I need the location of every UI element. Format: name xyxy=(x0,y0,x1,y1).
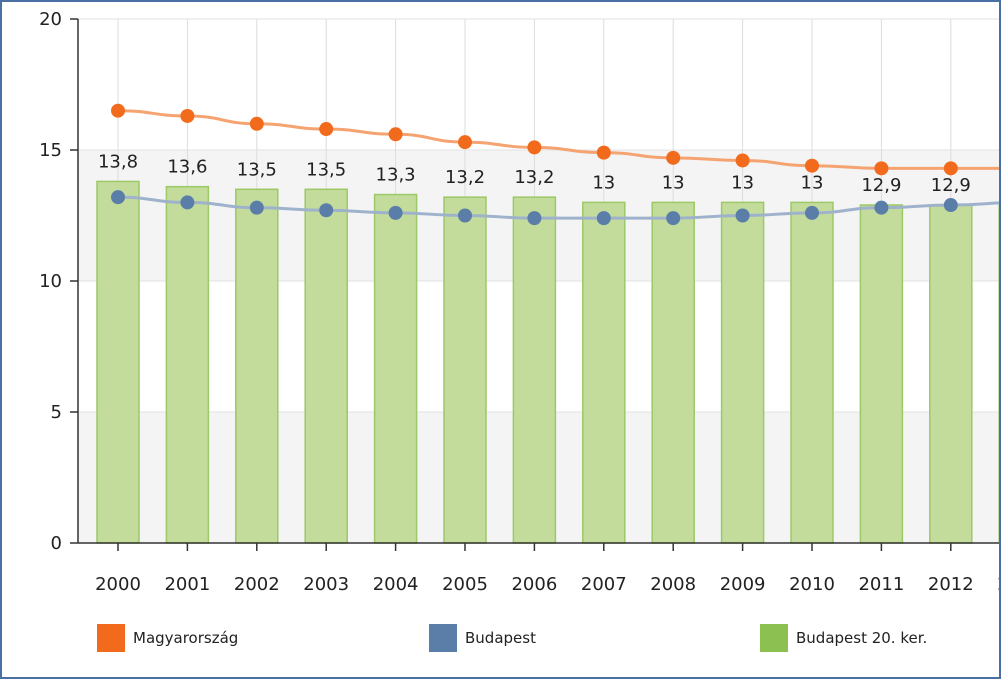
series-lines xyxy=(117,109,999,220)
point-budapest-2009 xyxy=(735,208,750,223)
bar-2002 xyxy=(235,188,279,544)
data-label-2005: 13,2 xyxy=(445,167,485,188)
bar-2007 xyxy=(582,201,626,544)
x-tick-label-2004: 2004 xyxy=(373,574,419,595)
point-budapest-2005 xyxy=(458,208,472,223)
axes xyxy=(70,18,999,551)
y-tick-label: 20 xyxy=(39,9,62,30)
x-tick-label-2005: 2005 xyxy=(442,574,488,595)
x-tick-label-2006: 2006 xyxy=(511,574,557,595)
point-magyarorsz-g-2010 xyxy=(805,158,819,173)
point-magyarorsz-g-2004 xyxy=(388,127,403,142)
series-points xyxy=(111,103,958,226)
point-magyarorsz-g-2002 xyxy=(249,116,264,131)
data-label-2012: 12,9 xyxy=(931,175,971,196)
point-magyarorsz-g-2005 xyxy=(458,135,472,150)
point-magyarorsz-g-2001 xyxy=(180,108,195,123)
point-magyarorsz-g-2003 xyxy=(319,122,334,137)
x-tick-label-2003: 2003 xyxy=(303,574,349,595)
plot-band xyxy=(78,19,999,150)
bar-2000 xyxy=(96,180,140,544)
bar-2004 xyxy=(373,193,418,544)
y-tick-label: 0 xyxy=(51,533,62,554)
series-line-budapest xyxy=(117,195,999,220)
point-budapest-2011 xyxy=(874,200,889,215)
point-budapest-2002 xyxy=(249,200,264,215)
x-tick-label-2012: 2012 xyxy=(928,574,974,595)
data-label-2009: 13 xyxy=(731,172,754,193)
x-tick-label-2001: 2001 xyxy=(164,574,210,595)
point-magyarorsz-g-2000 xyxy=(111,103,125,118)
data-label-2004: 13,3 xyxy=(376,165,416,186)
point-magyarorsz-g-2009 xyxy=(735,153,750,168)
point-budapest-2000 xyxy=(111,190,125,205)
x-tick-label-2007: 2007 xyxy=(581,574,627,595)
x-tick-label-2011: 2011 xyxy=(858,574,904,595)
x-tick-label-2000: 2000 xyxy=(95,574,141,595)
data-label-2003: 13,5 xyxy=(306,159,346,180)
legend-swatch-1 xyxy=(429,624,457,652)
point-budapest-2008 xyxy=(666,211,681,226)
x-tick-label-2002: 2002 xyxy=(234,574,280,595)
point-budapest-2001 xyxy=(180,195,195,210)
x-tick-label-2010: 2010 xyxy=(789,574,835,595)
bar-2001 xyxy=(165,185,210,544)
point-magyarorsz-g-2008 xyxy=(666,150,681,165)
series-line-magyarorsz-g xyxy=(117,109,999,170)
data-label-2011: 12,9 xyxy=(861,175,901,196)
data-label-2001: 13,6 xyxy=(167,157,207,178)
point-budapest-2004 xyxy=(388,205,403,220)
y-tick-labels: 0 5 10 15 20 xyxy=(39,9,62,554)
bar-2003 xyxy=(304,188,348,544)
data-label-2000: 13,8 xyxy=(98,151,138,172)
point-magyarorsz-g-2011 xyxy=(874,161,889,176)
bar-2009 xyxy=(720,201,765,544)
point-magyarorsz-g-2007 xyxy=(596,145,611,160)
x-tick-label-2013: 2013 xyxy=(997,574,999,595)
data-label-2010: 13 xyxy=(801,172,824,193)
point-budapest-2007 xyxy=(596,211,611,226)
point-magyarorsz-g-2012 xyxy=(943,161,958,176)
y-tick-label: 5 xyxy=(51,402,62,423)
bars xyxy=(96,180,999,544)
data-label-2006: 13,2 xyxy=(514,167,554,188)
legend-swatch-0 xyxy=(97,624,125,652)
legend: Magyarország Budapest Budapest 20. ker. xyxy=(97,624,927,652)
point-budapest-2006 xyxy=(527,211,542,226)
bar-2008 xyxy=(651,201,695,544)
bar-2005 xyxy=(443,196,487,544)
data-labels: 13,8 13,6 13,5 13,5 13,3 13,2 13,2 13 13 13 13 12,9… xyxy=(98,151,971,196)
data-label-2008: 13 xyxy=(662,172,685,193)
y-tick-label: 10 xyxy=(39,271,62,292)
legend-label-1: Budapest xyxy=(465,629,536,647)
x-tick-label-2009: 2009 xyxy=(720,574,766,595)
point-budapest-2012 xyxy=(943,198,958,213)
x-tick-labels: 2000 2001 2002 2003 2004 2005 2006 2007 2008 2009… xyxy=(95,574,999,595)
legend-label-2: Budapest 20. ker. xyxy=(796,629,927,647)
legend-swatch-2 xyxy=(760,624,788,652)
data-label-2007: 13 xyxy=(592,172,615,193)
point-budapest-2003 xyxy=(319,203,334,218)
x-tick-label-2008: 2008 xyxy=(650,574,696,595)
bar-2010 xyxy=(790,201,834,544)
bar-2006 xyxy=(512,196,557,544)
bar-2012 xyxy=(929,204,973,544)
data-label-2002: 13,5 xyxy=(237,159,277,180)
point-magyarorsz-g-2006 xyxy=(527,140,542,155)
point-budapest-2010 xyxy=(805,205,819,220)
bar-2011 xyxy=(859,204,904,544)
y-tick-label: 15 xyxy=(39,140,62,161)
legend-label-0: Magyarország xyxy=(133,629,238,647)
